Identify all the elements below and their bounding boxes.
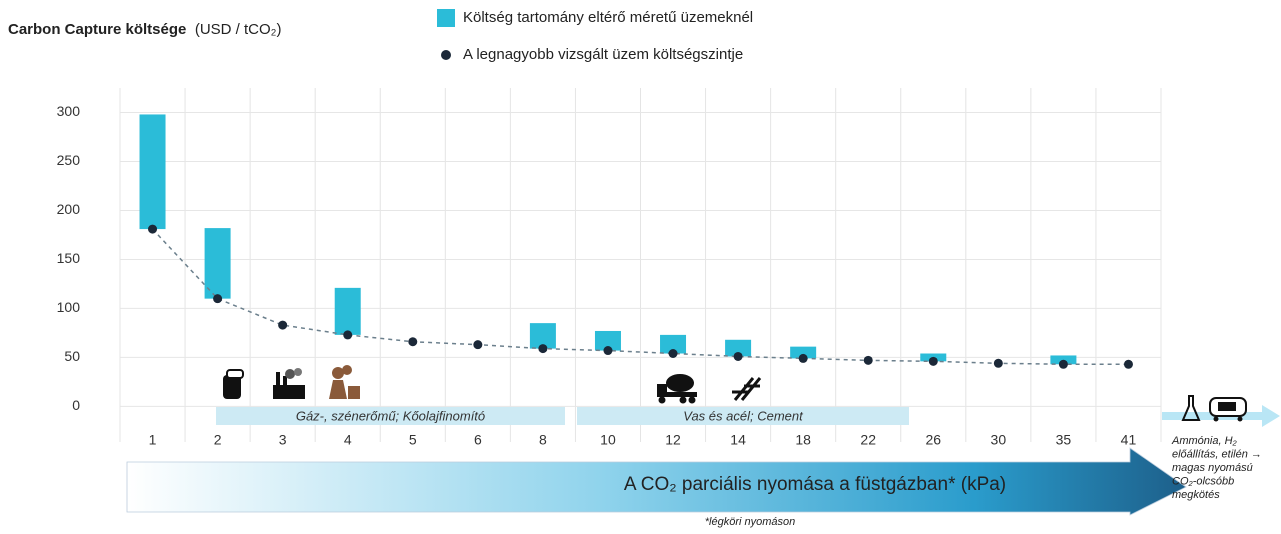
x-tick-label: 35 [1056, 432, 1072, 448]
y-tick-label: 50 [64, 348, 80, 364]
dot [993, 358, 1003, 368]
dot [538, 344, 548, 354]
sector-band [216, 407, 565, 425]
chart-title: Carbon Capture költsége [8, 21, 186, 38]
x-tick-label: 22 [860, 432, 876, 448]
dot [473, 340, 483, 350]
y-tick-label: 250 [57, 152, 81, 168]
side-note-line: előállítás, etilén → [1172, 448, 1262, 460]
range-bar [139, 114, 166, 230]
footnote: *légköri nyomáson [705, 516, 796, 528]
y-tick-label: 0 [72, 397, 80, 413]
x-tick-label: 26 [925, 432, 941, 448]
legend-label: Költség tartomány eltérő méretű üzemekné… [463, 9, 753, 26]
sector-band [577, 407, 909, 425]
tank-icon [1209, 397, 1247, 422]
dot [1123, 359, 1133, 369]
x-axis-label: A CO₂ parciális nyomása a füstgázban* (k… [624, 474, 1006, 495]
dot [603, 346, 613, 356]
range-bar [204, 228, 231, 299]
x-tick-label: 41 [1121, 432, 1137, 448]
chart-title-group: Carbon Capture költsége (USD / tCO₂) [8, 21, 281, 38]
x-tick-label: 8 [539, 432, 547, 448]
side-note-line: Ammónia, H₂ [1171, 435, 1238, 447]
side-note-line: CO₂-olcsóbb [1172, 475, 1234, 487]
x-tick-label: 1 [149, 432, 157, 448]
x-tick-label: 14 [730, 432, 746, 448]
legend-label: A legnagyobb vizsgált üzem költségszintj… [463, 46, 743, 63]
grid [119, 88, 1162, 442]
dot [213, 294, 223, 304]
x-axis-arrow [126, 447, 1187, 516]
dot [408, 337, 418, 347]
dot [278, 320, 288, 330]
legend-swatch [437, 9, 455, 27]
coal-plant-icon [329, 365, 360, 399]
sector-label: Gáz-, szénerőmű; Kőolajfinomító [296, 408, 485, 423]
range-bar [725, 339, 752, 357]
x-tick-label: 2 [214, 432, 222, 448]
range-bar [790, 346, 817, 359]
dot [863, 355, 873, 365]
sector-label: Vas és acél; Cement [683, 408, 804, 423]
x-tick-label: 3 [279, 432, 287, 448]
side-note-line: megkötés [1172, 489, 1220, 501]
x-tick-label: 4 [344, 432, 352, 448]
side-note-line: magas nyomású [1172, 462, 1253, 474]
trend-line [151, 228, 1129, 366]
range-bar [660, 334, 687, 354]
steel-icon [732, 377, 762, 401]
dot [928, 356, 938, 366]
y-tick-label: 100 [57, 299, 81, 315]
x-tick-label: 10 [600, 432, 616, 448]
x-tick-label: 18 [795, 432, 811, 448]
dot [733, 351, 743, 361]
range-bar [334, 287, 361, 335]
cement-truck-icon [657, 374, 697, 404]
x-tick-label: 12 [665, 432, 681, 448]
dot [1058, 359, 1068, 369]
legend-swatch [441, 50, 451, 60]
y-tick-label: 200 [57, 201, 81, 217]
dot [148, 224, 158, 234]
dot [798, 353, 808, 363]
y-tick-label: 150 [57, 250, 81, 266]
dot [668, 349, 678, 359]
x-tick-label: 5 [409, 432, 417, 448]
x-tick-label: 6 [474, 432, 482, 448]
y-axis-label: (USD / tCO₂) [195, 21, 282, 38]
range-bar [594, 330, 621, 351]
dot [343, 330, 353, 340]
refinery-icon [223, 369, 244, 399]
y-tick-label: 300 [57, 103, 81, 119]
flask-icon [1181, 395, 1201, 421]
power-plant-icon [273, 368, 305, 399]
x-tick-label: 30 [991, 432, 1007, 448]
